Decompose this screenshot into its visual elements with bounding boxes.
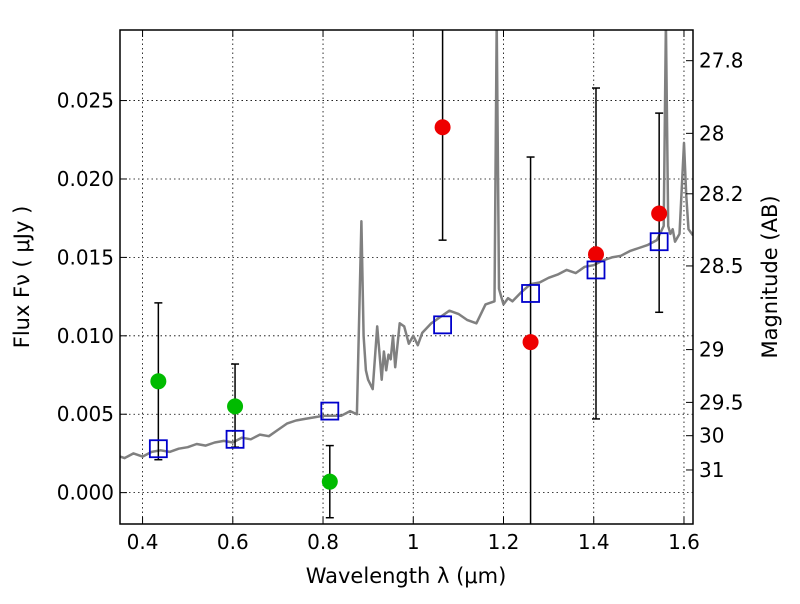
y2-tick-label: 27.8 <box>699 49 744 73</box>
model-square <box>649 232 669 252</box>
model-square <box>521 284 540 303</box>
y-tick-label: 0.000 <box>57 481 114 505</box>
y2-axis-label: Magnitude (AB) <box>758 195 782 358</box>
model-square <box>586 260 606 280</box>
spectrum-line <box>120 30 693 460</box>
y2-tick-label: 28 <box>699 121 724 145</box>
x-tick-label: 0.8 <box>307 530 339 554</box>
plot-frame <box>119 29 694 525</box>
x-tick-label: 1.6 <box>668 530 700 554</box>
y2-tick-label: 31 <box>699 458 724 482</box>
y-tick-label: 0.025 <box>57 89 114 113</box>
y2-tick-label: 28.2 <box>699 182 744 206</box>
model-square <box>433 315 452 335</box>
ticks: 0.4 0.6 0.8 1 1.2 1.4 1.6 0.000 0.005 0.010 0.015 0… <box>57 30 744 554</box>
red-point <box>434 119 451 136</box>
red-point <box>587 246 604 263</box>
model-square <box>148 439 168 459</box>
x-tick-label: 0.6 <box>217 530 249 554</box>
y2-tick-label: 29.5 <box>699 390 744 414</box>
x-tick-label: 1.2 <box>488 530 520 554</box>
x-tick-label: 1.4 <box>578 530 610 554</box>
x-tick-label: 0.4 <box>127 530 159 554</box>
model-square <box>320 401 340 421</box>
red-point <box>651 205 668 222</box>
y-tick-label: 0.020 <box>57 167 114 191</box>
plot-area <box>120 30 693 524</box>
grid <box>120 30 693 524</box>
y-axis-label: Flux Fν ( μJy ) <box>10 206 34 349</box>
y-tick-label: 0.005 <box>57 402 114 426</box>
red-point <box>522 334 539 351</box>
model-square <box>225 429 245 449</box>
y2-tick-label: 28.5 <box>699 254 744 278</box>
y-tick-label: 0.010 <box>57 324 114 348</box>
y-tick-label: 0.015 <box>57 245 114 269</box>
x-tick-label: 1 <box>407 530 420 554</box>
green-point <box>227 398 244 415</box>
y2-tick-label: 29 <box>699 338 724 362</box>
x-axis-label: Wavelength λ (μm) <box>306 564 507 588</box>
y2-tick-label: 30 <box>699 424 724 448</box>
green-point <box>150 373 167 390</box>
green-point <box>321 473 338 490</box>
